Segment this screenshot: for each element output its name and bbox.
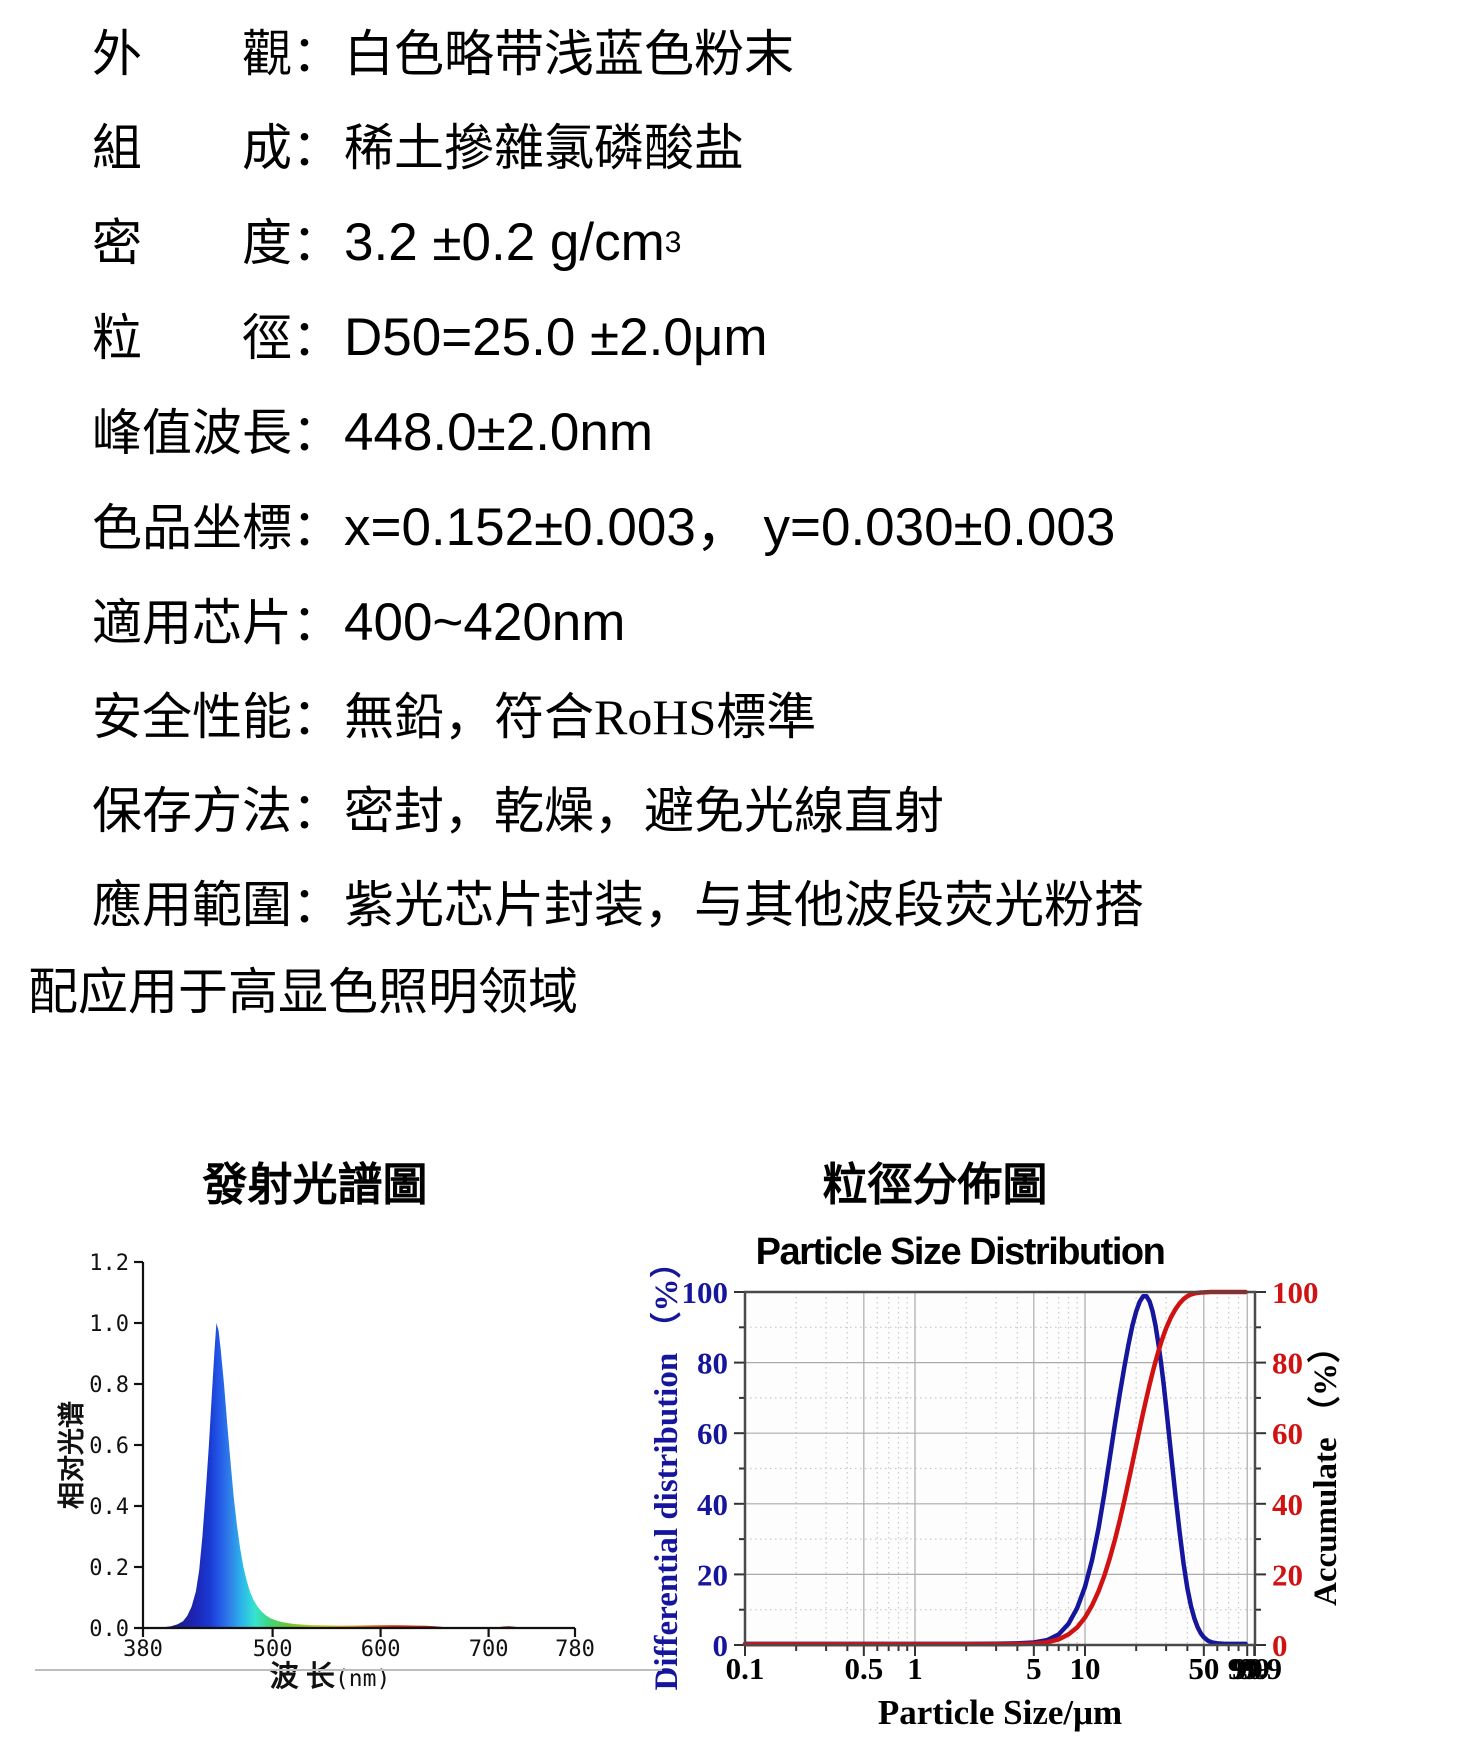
- svg-text:40: 40: [697, 1487, 728, 1522]
- svg-text:80: 80: [697, 1346, 728, 1381]
- spec-label: 峰值波長：: [92, 405, 342, 461]
- spec-label: 色品坐標：: [92, 500, 342, 556]
- emission-spectrum-area: [157, 1323, 525, 1628]
- spec-row: 組 成： 稀土摻雜氯磷酸盐: [92, 118, 1144, 179]
- spec-row: 保存方法： 密封，乾燥，避免光線直射: [92, 781, 1144, 842]
- spec-value: 紫光芯片封装，与其他波段荧光粉搭: [344, 877, 1144, 933]
- spec-label: 密 度：: [92, 215, 342, 271]
- svg-text:50: 50: [1188, 1651, 1219, 1686]
- differential-distribution-curve: [742, 1293, 1248, 1647]
- spec-value: x=0.152±0.003， y=0.030±0.003: [344, 498, 1116, 557]
- svg-text:100: 100: [1272, 1275, 1319, 1310]
- emission-y-tick-labels: 0.0 0.2 0.4 0.6 0.8 1.0 1.2: [89, 1251, 129, 1642]
- svg-text:60: 60: [697, 1416, 728, 1451]
- psd-subtitle: Particle Size Distribution: [756, 1231, 1165, 1273]
- psd-plot-border: [743, 1290, 1257, 1647]
- svg-text:90: 90: [1232, 1651, 1263, 1686]
- spec-list: 外 觀： 白色略带浅蓝色粉末組 成： 稀土摻雜氯磷酸盐密 度： 3.2 ±0.2 g/…: [0, 24, 1144, 969]
- spec-value: 白色略带浅蓝色粉末: [344, 26, 794, 82]
- spec-value: 3.2 ±0.2 g/cm: [344, 213, 665, 272]
- svg-text:380: 380: [123, 1637, 163, 1662]
- svg-text:600: 600: [361, 1637, 401, 1662]
- svg-text:99: 99: [1239, 1651, 1270, 1686]
- psd-ticks: [734, 1291, 1266, 1656]
- svg-text:0.8: 0.8: [89, 1373, 129, 1398]
- psd-right-axis-label: Accumulate （%）: [1307, 1330, 1344, 1606]
- psd-x-axis-label: Particle Size/μm: [878, 1693, 1122, 1732]
- spec-label: 安全性能：: [92, 689, 342, 745]
- particle-size-distribution-chart: Particle Size Distribution 0 20 40 60 80 100 0 2…: [650, 1231, 1344, 1732]
- spec-value: 稀土摻雜氯磷酸盐: [344, 120, 744, 176]
- emission-chart-title: 發射光譜圖: [202, 1160, 428, 1210]
- emission-x-axis-label: 波 长(nm): [270, 1660, 391, 1693]
- svg-text:0: 0: [1272, 1628, 1288, 1663]
- svg-text:0.1: 0.1: [726, 1651, 765, 1686]
- spec-label: 粒 徑：: [92, 310, 342, 366]
- separator-line: [35, 1669, 662, 1671]
- emission-spectrum-chart: 0.0 0.2 0.4 0.6 0.8 1.0 1.2 380 500 600 700 780 相对光谱…: [56, 1251, 595, 1693]
- spec-label: 組 成：: [92, 120, 342, 176]
- spec-row: 外 觀： 白色略带浅蓝色粉末: [92, 24, 1144, 85]
- svg-text:0.6: 0.6: [89, 1434, 129, 1459]
- spec-value-superscript: 3: [664, 226, 682, 259]
- svg-text:1.2: 1.2: [89, 1251, 129, 1276]
- svg-text:0.4: 0.4: [89, 1495, 129, 1520]
- svg-text:40: 40: [1272, 1487, 1303, 1522]
- psd-chart-title: 粒徑分佈圖: [822, 1160, 1048, 1210]
- svg-text:5: 5: [1026, 1651, 1042, 1686]
- svg-text:1: 1: [907, 1651, 923, 1686]
- spec-value: D50=25.0 ±2.0μm: [344, 308, 768, 367]
- psd-minor-grid: [745, 1292, 1255, 1645]
- psd-right-tick-labels: 0 20 40 60 80 100: [1272, 1275, 1319, 1663]
- svg-text:0.5: 0.5: [844, 1651, 883, 1686]
- emission-plot: [157, 1323, 525, 1628]
- spec-row: 安全性能： 無鉛，符合RoHS標準: [92, 687, 1144, 748]
- spec-row: 密 度： 3.2 ±0.2 g/cm 3: [92, 212, 1144, 274]
- svg-text:10: 10: [1070, 1651, 1101, 1686]
- svg-text:700: 700: [469, 1637, 509, 1662]
- svg-text:1.0: 1.0: [89, 1312, 129, 1337]
- svg-text:100: 100: [682, 1275, 729, 1310]
- svg-text:0.2: 0.2: [89, 1556, 129, 1581]
- svg-text:20: 20: [1272, 1557, 1303, 1592]
- svg-text:500: 500: [253, 1637, 293, 1662]
- svg-text:0: 0: [713, 1628, 729, 1663]
- spec-row: 應用範圍： 紫光芯片封装，与其他波段荧光粉搭: [92, 875, 1144, 936]
- spec-row: 粒 徑： D50=25.0 ±2.0μm: [92, 307, 1144, 369]
- svg-text:99.9: 99.9: [1228, 1651, 1282, 1686]
- spec-label: 外 觀：: [92, 26, 342, 82]
- spec-value: 密封，乾燥，避免光線直射: [344, 783, 944, 839]
- psd-left-axis-label: Differential distribution （%）: [650, 1246, 685, 1691]
- spec-value: 無鉛，符合RoHS標準: [344, 689, 817, 745]
- spec-row: 適用芯片： 400~420nm: [92, 592, 1144, 654]
- emission-x-tick-labels: 380 500 600 700 780: [123, 1637, 595, 1662]
- emission-axes: [134, 1260, 577, 1637]
- spec-continuation-line: 配应用于高显色照明领域: [28, 964, 578, 1020]
- svg-text:20: 20: [697, 1557, 728, 1592]
- spec-label: 適用芯片：: [92, 595, 342, 651]
- spec-row: 色品坐標： x=0.152±0.003， y=0.030±0.003: [92, 497, 1144, 559]
- svg-text:60: 60: [1272, 1416, 1303, 1451]
- spec-row: 峰值波長： 448.0±2.0nm: [92, 402, 1144, 464]
- spec-label: 應用範圍：: [92, 877, 342, 933]
- spec-label: 保存方法：: [92, 783, 342, 839]
- spec-value: 400~420nm: [344, 593, 626, 652]
- emission-y-axis-label: 相对光谱: [56, 1401, 87, 1509]
- psd-major-grid: [745, 1292, 1255, 1645]
- svg-text:0.0: 0.0: [89, 1617, 129, 1642]
- psd-left-tick-labels: 0 20 40 60 80 100: [682, 1275, 729, 1663]
- svg-text:80: 80: [1272, 1346, 1303, 1381]
- spec-value: 448.0±2.0nm: [344, 403, 654, 462]
- svg-text:780: 780: [555, 1637, 595, 1662]
